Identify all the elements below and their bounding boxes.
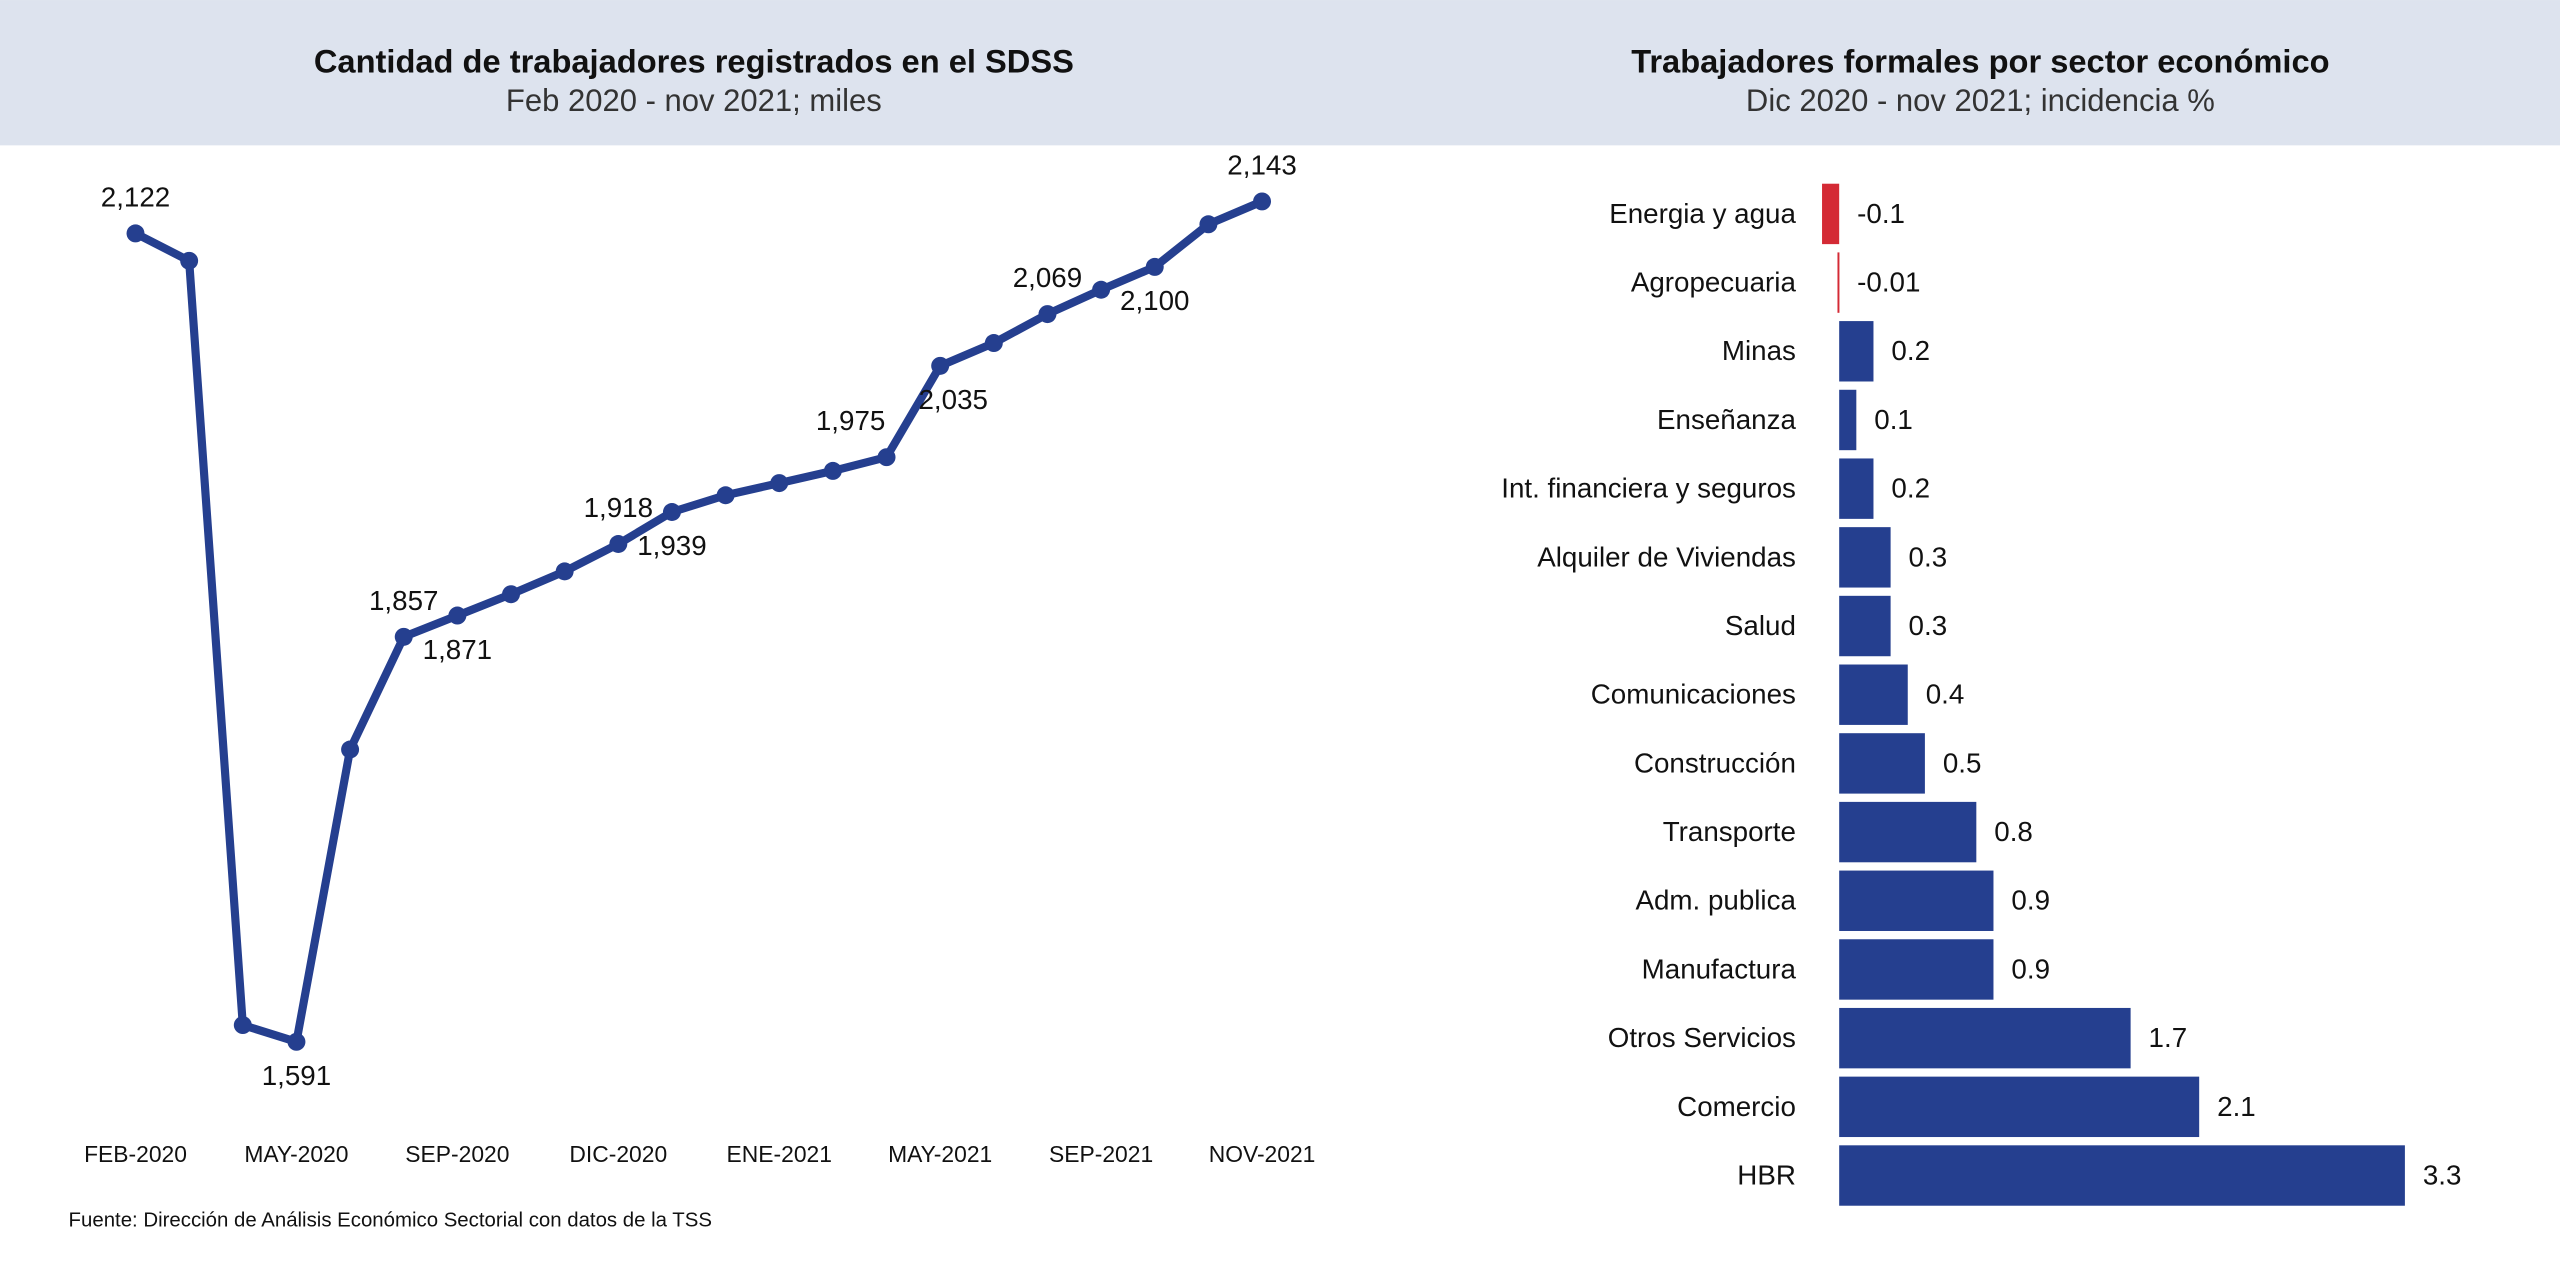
category-label: Salud [1725,610,1796,641]
marker [287,1032,306,1051]
x-tick-label: MAY-2020 [244,1141,348,1167]
bar [1839,458,1874,519]
bar [1839,1007,2131,1069]
data-label: 1,871 [423,634,492,665]
data-label: 2,100 [1120,285,1189,316]
category-label: Enseñanza [1657,404,1796,435]
marker [1199,215,1218,234]
data-label: 1.7 [2149,1022,2188,1053]
chart-subtitle: Dic 2020 - nov 2021; incidencia % [1746,83,2215,118]
marker [877,448,896,467]
marker [394,627,413,646]
x-tick-label: ENE-2021 [727,1141,832,1167]
data-label: 1,918 [584,492,653,523]
bar [1837,252,1840,313]
data-label: -0.01 [1857,267,1920,298]
data-label: 0.9 [2011,953,2050,984]
x-tick-label: SEP-2020 [405,1141,509,1167]
data-label: 1,857 [369,585,438,616]
bar [1839,1076,2200,1138]
data-label: -0.1 [1857,198,1905,229]
marker [609,535,628,553]
marker [1038,305,1057,324]
data-label: 0.2 [1891,335,1930,366]
data-label: 3.3 [2423,1159,2462,1190]
x-tick-label: SEP-2021 [1049,1141,1153,1167]
data-label: 0.8 [1994,816,2033,847]
category-label: Comunicaciones [1591,679,1796,710]
data-label: 1,591 [262,1060,331,1091]
chart-subtitle: Feb 2020 - nov 2021; miles [506,83,882,118]
category-label: Int. financiera y seguros [1501,473,1796,504]
data-label: 2,143 [1227,149,1296,180]
marker [1253,192,1272,211]
marker [1092,280,1111,299]
marker [770,474,789,493]
marker [126,224,145,243]
bar [1839,595,1891,657]
bar [1839,733,1925,794]
bar [1839,527,1891,588]
marker [662,503,681,521]
bar [1839,1145,2405,1206]
category-label: Alquiler de Viviendas [1537,541,1796,572]
marker [233,1016,252,1035]
data-label: 2,122 [101,181,170,212]
bar [1839,321,1874,382]
category-label: HBR [1737,1159,1796,1190]
footnote: Fuente: Dirección de Análisis Económico … [69,1210,712,1232]
data-label: 2,069 [1013,262,1082,293]
marker [502,585,520,604]
marker [823,461,842,480]
bar [1822,183,1840,245]
category-label: Comercio [1677,1091,1796,1122]
data-label: 0.4 [1926,679,1965,710]
marker [341,740,360,759]
marker [716,486,735,505]
line [133,197,1264,1046]
marker [555,562,574,581]
category-label: Manufactura [1642,953,1797,984]
x-tick-label: NOV-2021 [1209,1141,1316,1167]
data-label: 0.3 [1909,541,1948,572]
data-label: 1,975 [816,405,885,436]
data-label: 2,035 [919,384,988,415]
bar [1839,389,1857,451]
data-label: 1,939 [637,530,706,561]
data-label: 2.1 [2217,1091,2256,1122]
header-band [0,0,2560,146]
data-label: 0.1 [1874,404,1913,435]
x-tick-label: DIC-2020 [569,1141,667,1167]
category-label: Otros Servicios [1608,1022,1796,1053]
bar [1839,664,1908,725]
marker [180,251,199,270]
bar [1839,870,1994,931]
marker [1145,257,1164,276]
marker [448,606,467,625]
x-tick-label: MAY-2021 [888,1141,992,1167]
category-label: Construcción [1634,747,1796,778]
category-label: Transporte [1663,816,1796,847]
x-tick-label: FEB-2020 [84,1141,187,1167]
marker [931,356,950,375]
category-label: Agropecuaria [1631,267,1797,298]
chart-title: Trabajadores formales por sector económi… [1631,42,2329,79]
marker [984,334,1003,352]
data-label: 0.5 [1943,747,1982,778]
chart-title: Cantidad de trabajadores registrados en … [314,42,1074,79]
data-label: 0.3 [1909,610,1948,641]
bar [1839,801,1977,863]
data-label: 0.9 [2011,885,2050,916]
category-label: Energia y agua [1609,198,1796,229]
category-label: Minas [1722,335,1796,366]
data-label: 0.2 [1891,473,1930,504]
category-label: Adm. publica [1635,885,1796,916]
bar [1839,939,1994,1000]
